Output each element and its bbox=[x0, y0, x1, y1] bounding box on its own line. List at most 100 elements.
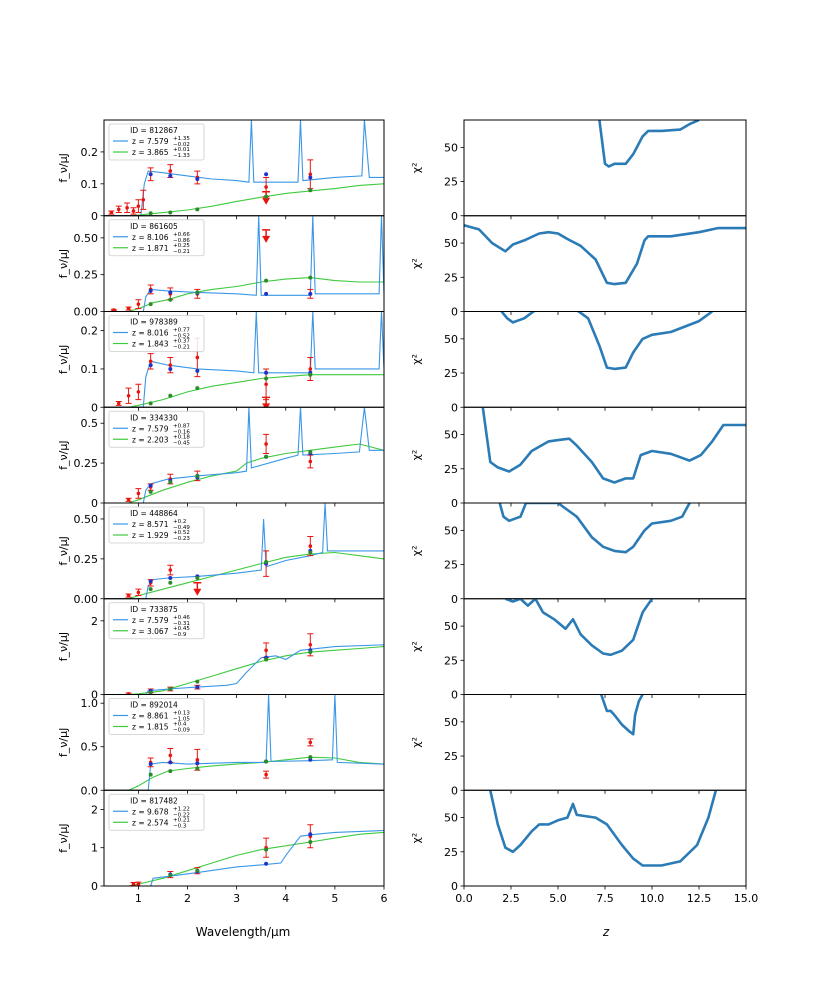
photometry-point bbox=[264, 648, 268, 653]
chi2-y-tick-label: 0 bbox=[451, 593, 458, 606]
sed-y-tick-label: 0 bbox=[91, 880, 98, 893]
sed-y-axis-label: f_ν/μJ bbox=[57, 536, 70, 565]
sed-y-tick-label: 0.5 bbox=[81, 741, 99, 754]
sed-plot-area bbox=[104, 120, 384, 216]
model-low-z-point bbox=[168, 686, 173, 691]
legend-high-z-lower-error: −1.05 bbox=[173, 717, 190, 723]
sed-y-axis-label: f_ν/μJ bbox=[57, 823, 70, 852]
model-low-z-point bbox=[195, 207, 200, 212]
sed-y-axis-label: f_ν/μJ bbox=[57, 345, 70, 374]
model-low-z-point bbox=[148, 211, 153, 216]
model-low-z-point bbox=[308, 188, 313, 193]
model-high-z-point bbox=[168, 173, 173, 178]
panel-row-8: 0 1 2 1 2 3 4 5 6 f_ν/μJ ID = 817482 z = 9.678 +1.22… bbox=[57, 789, 758, 905]
sed-low-z-line bbox=[104, 443, 384, 503]
sed-legend-id: ID = 978389 bbox=[130, 318, 178, 327]
sed-y-tick-label: 0.00 bbox=[74, 306, 99, 319]
legend-low-z-upper-error: +0.45 bbox=[173, 626, 190, 632]
sed-legend-box bbox=[108, 123, 205, 161]
model-low-z-point bbox=[168, 480, 173, 485]
chi2-y-tick-label: 0 bbox=[451, 784, 458, 797]
chi2-y-tick-label: 0 bbox=[451, 306, 458, 319]
sed-y-tick-label: 0.50 bbox=[74, 513, 99, 526]
photometry-point bbox=[116, 207, 121, 212]
sed-legend-box bbox=[108, 410, 205, 448]
sed-low-z-line bbox=[104, 646, 384, 695]
photometry-point bbox=[112, 308, 116, 312]
photometry-point bbox=[136, 390, 141, 394]
sed-x-tick-label: 1 bbox=[135, 892, 142, 905]
chi2-y-tick-label: 25 bbox=[444, 559, 458, 572]
sed-low-z-line bbox=[104, 551, 384, 599]
sed-plot-area bbox=[104, 824, 384, 886]
model-high-z-point bbox=[195, 685, 200, 690]
chi2-curve bbox=[599, 694, 644, 736]
sed-high-z-line bbox=[104, 644, 384, 695]
chi2-y-axis-label: χ² bbox=[410, 354, 423, 365]
legend-low-z-label: z = 2.203 bbox=[132, 435, 169, 444]
chi2-y-tick-label: 50 bbox=[444, 429, 458, 442]
panel-row-1: 0 0.1 0.2 f_ν/μJ ID = 812867 z = 7.579 +1.35−0… bbox=[57, 119, 747, 223]
model-high-z-point bbox=[264, 861, 269, 866]
chi2-curve bbox=[504, 598, 654, 657]
sed-y-tick-label: 2 bbox=[91, 615, 98, 628]
model-low-z-point bbox=[308, 650, 313, 655]
chi2-plot-area bbox=[481, 407, 746, 484]
photometry-point bbox=[126, 593, 131, 598]
sed-legend-id: ID = 812867 bbox=[130, 126, 178, 135]
sed-plot-area bbox=[104, 407, 384, 503]
photometry-point bbox=[308, 544, 313, 548]
chi2-plot-area bbox=[489, 790, 718, 867]
chi2-y-tick-label: 50 bbox=[444, 620, 458, 633]
sed-y-tick-label: 0.0 bbox=[81, 784, 99, 797]
legend-high-z-lower-error: −0.31 bbox=[173, 621, 190, 627]
sed-x-tick-label: 3 bbox=[233, 892, 240, 905]
chi2-y-tick-label: 25 bbox=[444, 654, 458, 667]
legend-high-z-upper-error: +0.2 bbox=[173, 519, 186, 525]
chi2-x-tick-label: 0.0 bbox=[455, 892, 473, 905]
sed-legend-id: ID = 448864 bbox=[130, 509, 178, 518]
model-high-z-point bbox=[195, 368, 200, 373]
legend-low-z-upper-error: +0.4 bbox=[173, 722, 187, 728]
sed-y-axis-label: f_ν/μJ bbox=[57, 632, 70, 661]
sed-x-tick-label: 4 bbox=[282, 892, 289, 905]
sed-legend-id: ID = 817482 bbox=[130, 796, 178, 805]
model-high-z-point bbox=[148, 172, 153, 177]
sed-plot-area bbox=[104, 215, 384, 312]
photometry-point bbox=[136, 302, 141, 306]
chi2-plot-area bbox=[598, 120, 700, 168]
legend-low-z-upper-error: +0.21 bbox=[173, 817, 190, 823]
sed-low-z-line bbox=[104, 374, 384, 408]
photometry-point bbox=[109, 210, 114, 215]
chi2-x-tick-label: 12.5 bbox=[687, 892, 712, 905]
chi2-y-tick-label: 25 bbox=[444, 463, 458, 476]
chi2-curve bbox=[598, 120, 700, 168]
photometry-point bbox=[264, 185, 268, 189]
legend-high-z-lower-error: −0.49 bbox=[173, 525, 190, 531]
left-x-axis-label: Wavelength/μm bbox=[196, 925, 291, 939]
sed-legend-id: ID = 334330 bbox=[130, 413, 178, 422]
model-low-z-point bbox=[195, 766, 200, 771]
chi2-curve bbox=[481, 407, 746, 484]
photometry-point bbox=[136, 882, 141, 886]
legend-high-z-label: z = 7.579 bbox=[132, 137, 169, 146]
chi2-y-axis-label: χ² bbox=[410, 545, 423, 556]
photometry-point bbox=[308, 740, 313, 745]
model-low-z-point bbox=[168, 210, 173, 215]
sed-y-axis-label: f_ν/μJ bbox=[57, 153, 70, 182]
chi2-y-axis-label: χ² bbox=[410, 258, 423, 269]
photometry-point bbox=[308, 459, 313, 464]
legend-low-z-label: z = 2.574 bbox=[132, 818, 169, 827]
model-low-z-point bbox=[168, 873, 173, 878]
legend-high-z-label: z = 8.016 bbox=[132, 329, 169, 338]
model-low-z-point bbox=[308, 755, 313, 760]
chi2-y-tick-label: 0 bbox=[451, 401, 458, 414]
model-high-z-point bbox=[264, 172, 269, 177]
model-low-z-point bbox=[308, 275, 313, 280]
sed-y-tick-label: 0.25 bbox=[74, 553, 99, 566]
chi2-y-axis-label: χ² bbox=[410, 737, 423, 748]
legend-high-z-lower-error: −0.52 bbox=[173, 334, 190, 340]
chi2-x-tick-label: 2.5 bbox=[502, 892, 520, 905]
sed-y-tick-label: 0 bbox=[91, 210, 98, 223]
